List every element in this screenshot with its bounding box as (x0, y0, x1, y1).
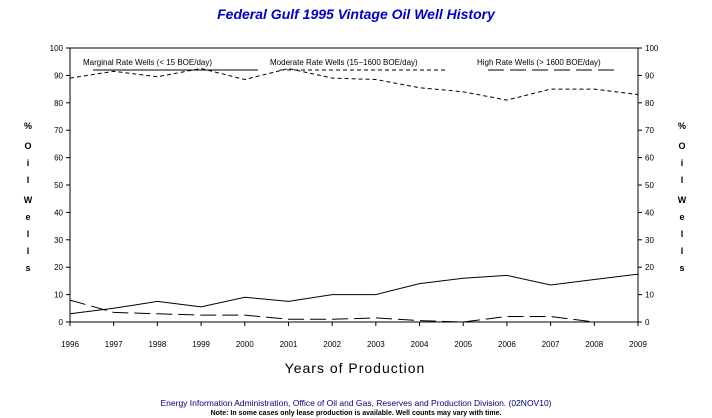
y-tick-label-left: 50 (54, 181, 63, 190)
x-tick-label: 2007 (542, 340, 560, 349)
x-tick-label: 1998 (148, 340, 166, 349)
source-footer: Energy Information Administration, Offic… (160, 398, 551, 408)
series-line-3 (69, 299, 638, 323)
x-tick-label: 2006 (498, 340, 516, 349)
y-axis-label-char: W (24, 195, 33, 205)
y-axis-label-char: l (27, 175, 30, 185)
legend: Marginal Rate Wells (< 15 BOE/day) Modera… (83, 58, 620, 71)
y-tick-label-left: 70 (54, 126, 63, 135)
chart-title: Federal Gulf 1995 Vintage Oil Well Histo… (217, 6, 496, 22)
y-tick-label-right: 40 (645, 208, 654, 217)
x-axis-label: Years of Production (285, 360, 426, 376)
y-axis-label-char: s (679, 263, 684, 273)
series-line-1 (69, 273, 639, 315)
series-layer (69, 67, 639, 323)
y-tick-label-right: 70 (645, 126, 654, 135)
y-tick-label-left: 20 (54, 263, 63, 272)
y-axis-label-char: O (678, 141, 685, 151)
y-tick-label-left: 10 (54, 291, 63, 300)
y-axis-label-char: e (25, 212, 30, 222)
y-tick-label-left: 60 (54, 154, 63, 163)
x-axis: 1996 1997 1998 1999 2000 2001 2002 2003 2004 2005… (61, 322, 647, 349)
y-axis-label-char: i (27, 158, 30, 168)
y-axis-label-char: W (678, 195, 687, 205)
x-tick-label: 2002 (323, 340, 341, 349)
x-tick-label: 2009 (629, 340, 647, 349)
y-axis-label-char: % (24, 121, 32, 131)
legend-label: Moderate Rate Wells (15−1600 BOE/day) (270, 58, 418, 67)
x-tick-label: 2008 (585, 340, 603, 349)
y-tick-label-right: 90 (645, 71, 654, 80)
x-tick-label: 2001 (280, 340, 298, 349)
x-tick-label: 2005 (454, 340, 472, 349)
y-axis-label-char: l (27, 246, 30, 256)
legend-label: High Rate Wells (> 1600 BOE/day) (477, 58, 601, 67)
y-tick-label-right: 50 (645, 181, 654, 190)
y-tick-label-right: 60 (645, 154, 654, 163)
series-line-2 (69, 67, 639, 101)
y-tick-label-right: 30 (645, 236, 654, 245)
y-axis-label-char: l (681, 175, 684, 185)
y-axis-label-char: e (679, 212, 684, 222)
x-tick-label: 2000 (236, 340, 254, 349)
x-tick-label: 1999 (192, 340, 210, 349)
y-tick-label-right: 80 (645, 99, 654, 108)
x-tick-label: 2004 (411, 340, 429, 349)
x-tick-label: 2003 (367, 340, 385, 349)
x-tick-label: 1996 (61, 340, 79, 349)
y-tick-label-left: 0 (59, 318, 64, 327)
y-axis-left: 0 10 20 30 40 50 60 70 80 90 100 (50, 44, 70, 327)
y-tick-label-right: 100 (645, 44, 659, 53)
y-axis-label-char: i (681, 158, 684, 168)
y-axis-label-char: % (678, 121, 686, 131)
y-axis-label-char: l (681, 246, 684, 256)
y-axis-label-char: s (25, 263, 30, 273)
y-tick-label-left: 40 (54, 208, 63, 217)
legend-label: Marginal Rate Wells (< 15 BOE/day) (83, 58, 212, 67)
y-tick-label-left: 100 (50, 44, 64, 53)
y-tick-label-left: 30 (54, 236, 63, 245)
x-tick-label: 1997 (105, 340, 123, 349)
y-axis-right: 0 10 20 30 40 50 60 70 80 90 100 (638, 44, 659, 327)
y-tick-label-right: 20 (645, 263, 654, 272)
y-tick-label-right: 10 (645, 291, 654, 300)
y-tick-label-right: 0 (645, 318, 650, 327)
y-axis-label-char: O (24, 141, 31, 151)
y-tick-label-left: 80 (54, 99, 63, 108)
note-footer: Note: In some cases only lease productio… (211, 410, 502, 417)
y-axis-label-char: l (27, 229, 30, 239)
y-tick-label-left: 90 (54, 71, 63, 80)
y-axis-label-char: l (681, 229, 684, 239)
